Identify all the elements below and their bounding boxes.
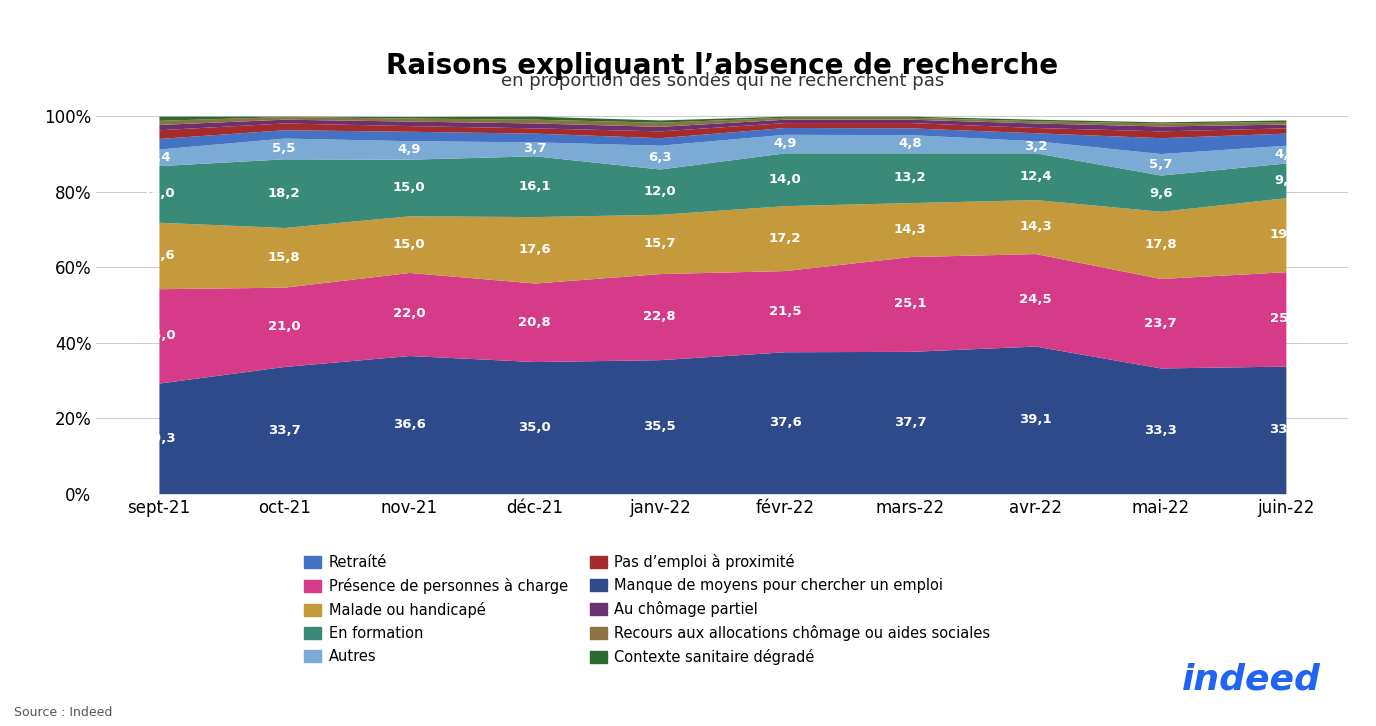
Title: Raisons expliquant l’absence de recherche: Raisons expliquant l’absence de recherch…: [387, 52, 1058, 81]
Text: 21,5: 21,5: [769, 305, 801, 318]
Text: 15,0: 15,0: [394, 237, 425, 250]
Text: 5,5: 5,5: [272, 142, 296, 155]
Text: 17,8: 17,8: [1145, 238, 1176, 251]
Legend: Retraíté, Présence de personnes à charge, Malade ou handicapé, En formation, Aut: Retraíté, Présence de personnes à charge…: [304, 554, 991, 665]
Text: en proportion des sondés qui ne recherchent pas: en proportion des sondés qui ne recherch…: [501, 71, 944, 90]
Text: 20,8: 20,8: [519, 316, 550, 329]
Text: 4,9: 4,9: [773, 137, 797, 150]
Text: 36,6: 36,6: [394, 418, 425, 431]
Text: 24,5: 24,5: [1020, 293, 1051, 306]
Text: 33,7: 33,7: [268, 423, 300, 436]
Text: 13,2: 13,2: [894, 171, 926, 184]
Text: 14,3: 14,3: [894, 223, 926, 236]
Text: Source : Indeed: Source : Indeed: [14, 706, 111, 719]
Text: 33,3: 33,3: [1145, 424, 1176, 437]
Text: indeed: indeed: [1182, 663, 1321, 697]
Text: 22,0: 22,0: [394, 308, 425, 320]
Text: 4,9: 4,9: [398, 144, 421, 156]
Text: 23,7: 23,7: [1145, 317, 1176, 330]
Text: 5,7: 5,7: [1149, 158, 1172, 171]
Text: 35,0: 35,0: [519, 421, 550, 434]
Text: 4,8: 4,8: [899, 137, 922, 150]
Text: 17,2: 17,2: [769, 232, 801, 245]
Text: 37,7: 37,7: [894, 416, 926, 429]
Text: 39,1: 39,1: [1020, 413, 1051, 426]
Text: 35,5: 35,5: [644, 420, 676, 433]
Text: 37,6: 37,6: [769, 416, 801, 429]
Text: 22,8: 22,8: [644, 310, 676, 323]
Text: 19,6: 19,6: [1270, 228, 1302, 241]
Text: 3,7: 3,7: [523, 142, 546, 155]
Text: 12,0: 12,0: [644, 185, 676, 198]
Text: 15,0: 15,0: [394, 181, 425, 194]
Text: 4,4: 4,4: [147, 151, 171, 164]
Text: 14,0: 14,0: [769, 173, 801, 186]
Text: 14,3: 14,3: [1020, 220, 1051, 233]
Text: 18,2: 18,2: [268, 187, 300, 200]
Text: 17,6: 17,6: [519, 243, 550, 256]
Text: 29,3: 29,3: [143, 432, 175, 445]
Text: 4,7: 4,7: [1274, 147, 1298, 160]
Text: 33,8: 33,8: [1270, 423, 1302, 436]
Text: 3,2: 3,2: [1024, 140, 1047, 153]
Text: 12,4: 12,4: [1020, 170, 1051, 183]
Text: 25,0: 25,0: [143, 330, 175, 343]
Text: 15,0: 15,0: [143, 187, 175, 200]
Text: 15,8: 15,8: [268, 251, 300, 264]
Text: 17,6: 17,6: [143, 249, 175, 262]
Text: 6,3: 6,3: [648, 150, 671, 163]
Text: 9,6: 9,6: [1149, 187, 1172, 200]
Text: 9,2: 9,2: [1274, 174, 1298, 187]
Text: 21,0: 21,0: [268, 320, 300, 333]
Text: 15,7: 15,7: [644, 237, 676, 250]
Text: 25,0: 25,0: [1270, 312, 1302, 325]
Text: 16,1: 16,1: [519, 180, 550, 192]
Text: 25,1: 25,1: [894, 298, 926, 311]
